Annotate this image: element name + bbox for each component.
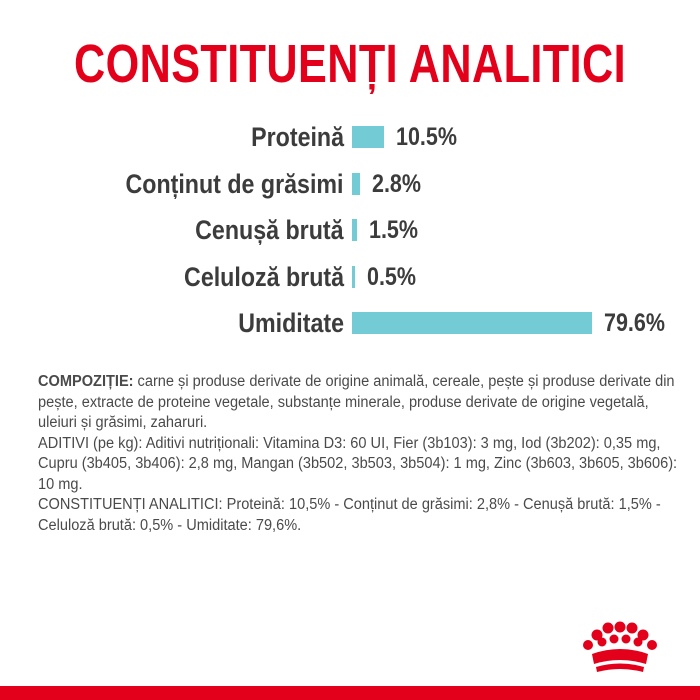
composition-heading: COMPOZIȚIE:: [38, 373, 134, 390]
composition-block: COMPOZIȚIE: carne și produse derivate de…: [38, 372, 678, 536]
bar: [352, 312, 592, 334]
royal-canin-crown-icon: [583, 621, 657, 672]
bottom-brand-band: [0, 686, 700, 700]
composition-text: carne și produse derivate de origine ani…: [38, 373, 675, 431]
bar-label: Celuloză brută: [184, 261, 344, 292]
additives-paragraph: ADITIVI (pe kg): Aditivi nutriționali: V…: [38, 434, 678, 493]
bar: [352, 265, 355, 288]
bar-value-label: 0.5%: [367, 262, 417, 291]
composition-paragraph: COMPOZIȚIE: carne și produse derivate de…: [38, 372, 677, 434]
bar: [352, 219, 357, 241]
bar-label: Cenușă brută: [195, 215, 344, 245]
analytical-constituents-chart: Proteină 10.5% Conținut de grăsimi 2.8% Cenu…: [125, 122, 665, 338]
page-title: CONSTITUENȚI ANALITICI: [74, 34, 626, 94]
bar-value-label: 1.5%: [368, 216, 418, 244]
bar: [352, 126, 384, 148]
bar: [352, 172, 361, 195]
bar-value-label: 10.5%: [395, 123, 457, 151]
bar-label: Proteină: [251, 122, 344, 152]
bar-value-label: 2.8%: [372, 169, 422, 198]
bar-value-label: 79.6%: [604, 309, 665, 337]
bar-label: Conținut de grăsimi: [125, 168, 344, 199]
bar-label: Umiditate: [238, 308, 344, 338]
analytical-paragraph: CONSTITUENȚI ANALITICI: Proteină: 10,5% …: [38, 496, 661, 534]
